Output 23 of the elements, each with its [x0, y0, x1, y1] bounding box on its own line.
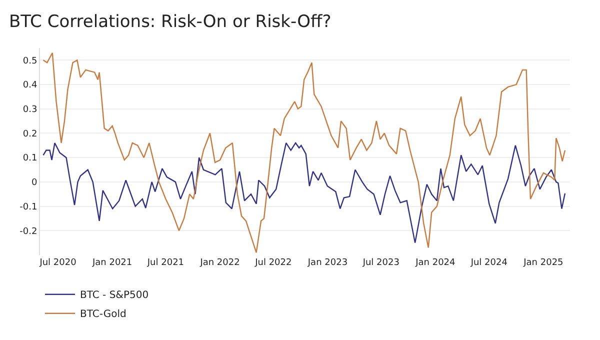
x-tick-label: Jul 2023	[362, 258, 400, 268]
y-tick-label: -0.1	[20, 202, 38, 212]
x-tick-label: Jan 2025	[522, 258, 564, 268]
x-tick-label: Jul 2024	[470, 258, 508, 268]
x-tick-label: Jan 2021	[91, 258, 132, 268]
x-tick-label: Jan 2023	[306, 258, 348, 268]
x-tick-label: Jul 2022	[254, 258, 292, 268]
x-tick-label: Jul 2021	[146, 258, 184, 268]
y-tick-label: 0.2	[22, 129, 38, 140]
legend-label: BTC-Gold	[80, 309, 126, 320]
y-tick-label: 0.3	[22, 105, 38, 116]
y-tick-label: 0.1	[22, 154, 38, 164]
y-tick-label: 0.5	[22, 56, 38, 66]
y-tick-label: 0	[31, 178, 38, 188]
x-tick-label: Jan 2022	[199, 258, 240, 268]
line-series	[42, 142, 566, 244]
y-tick-label: -0.2	[20, 226, 38, 237]
line-series	[42, 52, 566, 254]
y-tick-label: 0.4	[22, 80, 38, 91]
x-tick-label: Jan 2024	[414, 258, 456, 268]
legend-label: BTC - S&P500	[80, 290, 149, 302]
x-tick-label: Jul 2020	[38, 258, 77, 268]
chart-title: BTC Correlations: Risk-On or Risk-Off?	[9, 12, 332, 32]
